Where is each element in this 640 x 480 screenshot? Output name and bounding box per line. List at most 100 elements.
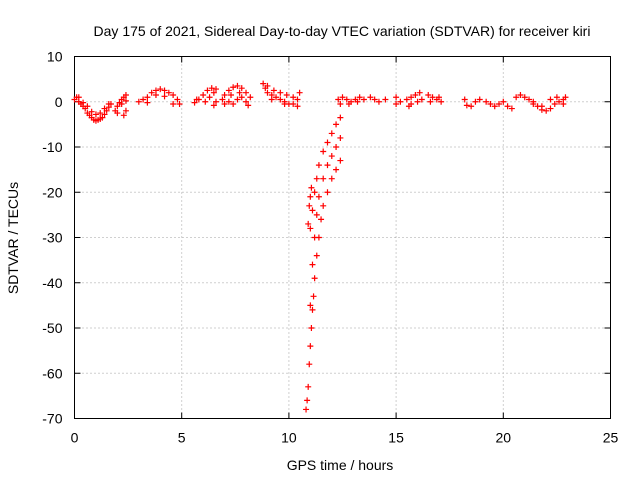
x-tick-label: 25 — [603, 430, 619, 446]
data-point — [99, 114, 106, 121]
data-point — [328, 130, 335, 137]
data-point — [80, 99, 87, 106]
data-point — [538, 103, 545, 110]
data-point — [504, 103, 511, 110]
data-point — [221, 91, 228, 98]
data-point — [487, 101, 494, 108]
data-point — [371, 96, 378, 103]
data-point — [324, 162, 331, 169]
data-point — [313, 252, 320, 259]
data-point — [393, 101, 400, 108]
data-point — [277, 89, 284, 96]
data-point — [315, 162, 322, 169]
data-point — [290, 94, 297, 101]
data-point — [122, 97, 129, 104]
data-point — [213, 86, 220, 93]
data-point — [547, 105, 554, 112]
data-point — [562, 94, 569, 101]
tick-labels: 0 5 10 15 20 25 10 0 -10 -20 -30 -40 -50 -60 -70 — [42, 49, 618, 446]
data-point — [429, 94, 436, 101]
data-point — [405, 103, 412, 110]
data-point — [333, 144, 340, 150]
y-tick-label: -70 — [42, 411, 62, 427]
x-tick-label: 5 — [178, 430, 186, 446]
data-point — [521, 94, 528, 101]
data-point — [225, 87, 232, 94]
data-points — [71, 80, 569, 413]
data-point — [307, 343, 314, 350]
data-point — [176, 101, 183, 108]
data-point — [375, 98, 382, 105]
data-point — [208, 85, 215, 92]
x-tick-label: 10 — [281, 430, 297, 446]
data-point — [309, 306, 316, 313]
data-point — [311, 275, 318, 282]
data-point — [307, 302, 314, 309]
data-point — [193, 96, 200, 103]
data-point — [483, 98, 490, 105]
data-point — [236, 89, 243, 96]
data-point — [294, 96, 301, 103]
data-point — [435, 94, 442, 101]
data-point — [308, 184, 315, 191]
data-point — [397, 98, 404, 105]
data-point — [530, 101, 537, 108]
data-point — [382, 96, 389, 103]
data-point — [313, 211, 320, 218]
data-point — [343, 96, 350, 103]
data-point — [247, 94, 254, 101]
data-point — [84, 103, 91, 110]
data-point — [148, 89, 155, 96]
y-tick-label: -10 — [42, 139, 62, 155]
data-point — [318, 216, 325, 223]
data-point — [354, 98, 361, 105]
data-point — [161, 93, 168, 100]
data-point — [157, 86, 164, 93]
data-point — [161, 87, 168, 94]
data-point — [296, 89, 303, 96]
data-point — [556, 98, 563, 105]
data-point — [337, 134, 344, 141]
data-point — [491, 103, 498, 110]
chart-title: Day 175 of 2021, Sidereal Day-to-day VTE… — [94, 23, 591, 39]
data-point — [308, 325, 315, 331]
data-point — [320, 175, 327, 182]
data-point — [333, 121, 340, 128]
data-point — [427, 98, 434, 105]
data-point — [88, 108, 95, 115]
data-point — [221, 101, 228, 108]
data-point — [345, 101, 352, 108]
data-point — [307, 193, 314, 200]
x-tick-label: 15 — [388, 430, 404, 446]
data-point — [416, 89, 423, 96]
data-point — [335, 96, 342, 103]
data-point — [418, 96, 425, 103]
data-point — [337, 101, 344, 108]
data-point — [118, 101, 125, 108]
x-tick-label: 20 — [496, 430, 512, 446]
data-point — [264, 89, 271, 96]
data-point — [243, 89, 250, 96]
data-point — [360, 96, 367, 103]
data-point — [356, 94, 363, 101]
data-point — [264, 82, 271, 89]
data-point — [206, 94, 213, 101]
data-point — [315, 193, 322, 200]
data-point — [339, 94, 346, 101]
data-point — [543, 107, 550, 114]
y-tick-label: 0 — [55, 94, 63, 110]
data-point — [461, 96, 468, 103]
data-point — [472, 98, 479, 105]
data-point — [191, 99, 198, 106]
data-point — [170, 91, 177, 98]
data-point — [283, 91, 290, 98]
data-point — [496, 101, 503, 108]
data-point — [408, 94, 415, 101]
data-point — [403, 96, 410, 103]
data-point — [309, 261, 316, 268]
data-point — [328, 153, 335, 160]
data-point — [234, 82, 241, 89]
y-tick-label: 10 — [47, 49, 63, 65]
data-point — [213, 98, 220, 105]
data-point — [517, 91, 524, 98]
